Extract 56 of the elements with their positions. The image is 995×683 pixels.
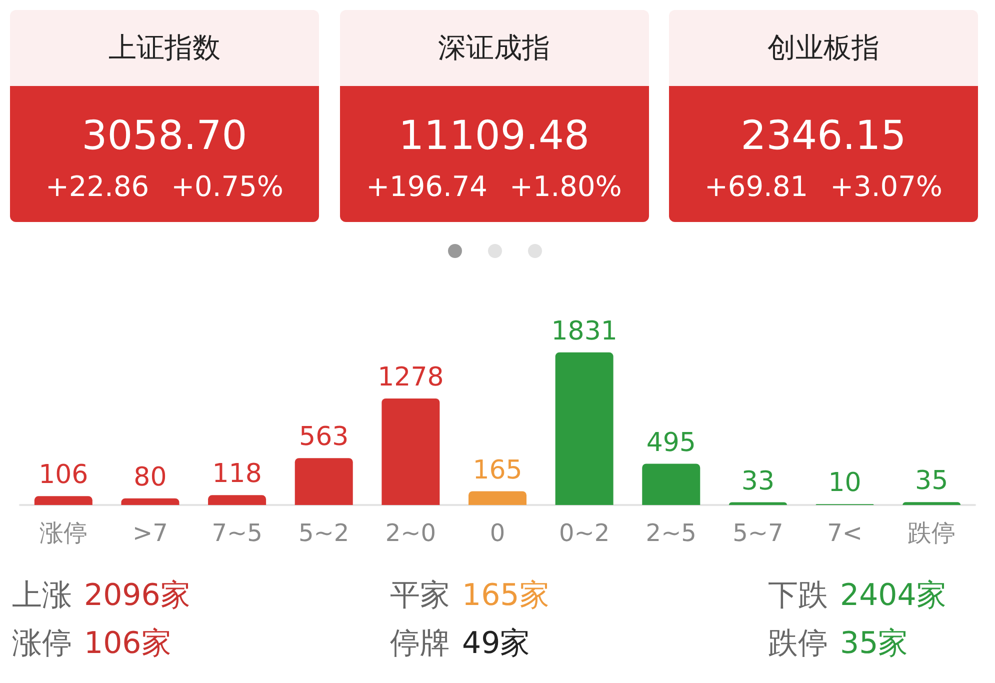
- data-label: 106: [38, 460, 88, 490]
- data-label: 33: [741, 466, 774, 496]
- text: 深证成指: [340, 10, 648, 86]
- data-label: 1278: [378, 362, 444, 392]
- text: 165家: [462, 578, 550, 613]
- bar: [208, 495, 266, 505]
- bar: [121, 498, 180, 505]
- x-tick-label: 涨停: [39, 519, 88, 547]
- data-label: 80: [134, 462, 167, 492]
- text: +0.75%: [171, 170, 284, 203]
- data-label: 563: [299, 422, 349, 452]
- x-tick-label: 5~7: [732, 519, 784, 547]
- data-label: 1831: [551, 316, 618, 346]
- x-tick-label: 0: [490, 519, 506, 547]
- category-label: 跌停: [768, 626, 828, 661]
- text: 2404家: [840, 578, 946, 613]
- text: 2346.15: [740, 112, 908, 160]
- bar: [468, 491, 526, 505]
- text: +69.81: [704, 170, 808, 203]
- bar: [382, 398, 440, 505]
- x-tick-label: 7~5: [212, 519, 262, 547]
- text: +196.74: [366, 170, 488, 203]
- category-label: 停牌: [390, 626, 450, 661]
- bar: [34, 496, 92, 505]
- text: 106家: [84, 626, 172, 661]
- text: 11109.48: [398, 112, 590, 160]
- data-label: 165: [472, 455, 522, 486]
- x-tick-label: 2~0: [385, 519, 436, 547]
- data-label: 10: [828, 468, 862, 498]
- bar: [294, 458, 353, 505]
- text: 49家: [462, 626, 530, 661]
- text: 35家: [840, 626, 908, 661]
- x-tick-label: 2~5: [646, 519, 696, 547]
- text: +1.80%: [510, 170, 622, 203]
- text: +22.86: [45, 170, 150, 203]
- text: +3.07%: [830, 170, 943, 203]
- text: 2096家: [84, 578, 190, 613]
- category-label: 下跌: [768, 578, 828, 613]
- bar: [642, 464, 700, 505]
- data-label: 35: [915, 466, 948, 496]
- x-tick-label: 5~2: [298, 519, 350, 547]
- text: 创业板指: [669, 10, 978, 86]
- bar: [902, 502, 961, 505]
- bar: [555, 352, 614, 505]
- category-label: 平家: [390, 578, 450, 613]
- data-label: 118: [212, 459, 262, 490]
- data-label: 495: [646, 428, 696, 458]
- text: 上证指数: [10, 10, 319, 86]
- text: 3058.70: [80, 112, 248, 160]
- category-label: 涨停: [12, 626, 72, 661]
- x-tick-label: >7: [132, 519, 168, 547]
- x-tick-label: 7<: [827, 519, 862, 547]
- category-label: 上涨: [12, 578, 72, 613]
- bar: [728, 502, 787, 505]
- x-tick-label: 跌停: [908, 519, 956, 547]
- x-tick-label: 0~2: [558, 519, 610, 547]
